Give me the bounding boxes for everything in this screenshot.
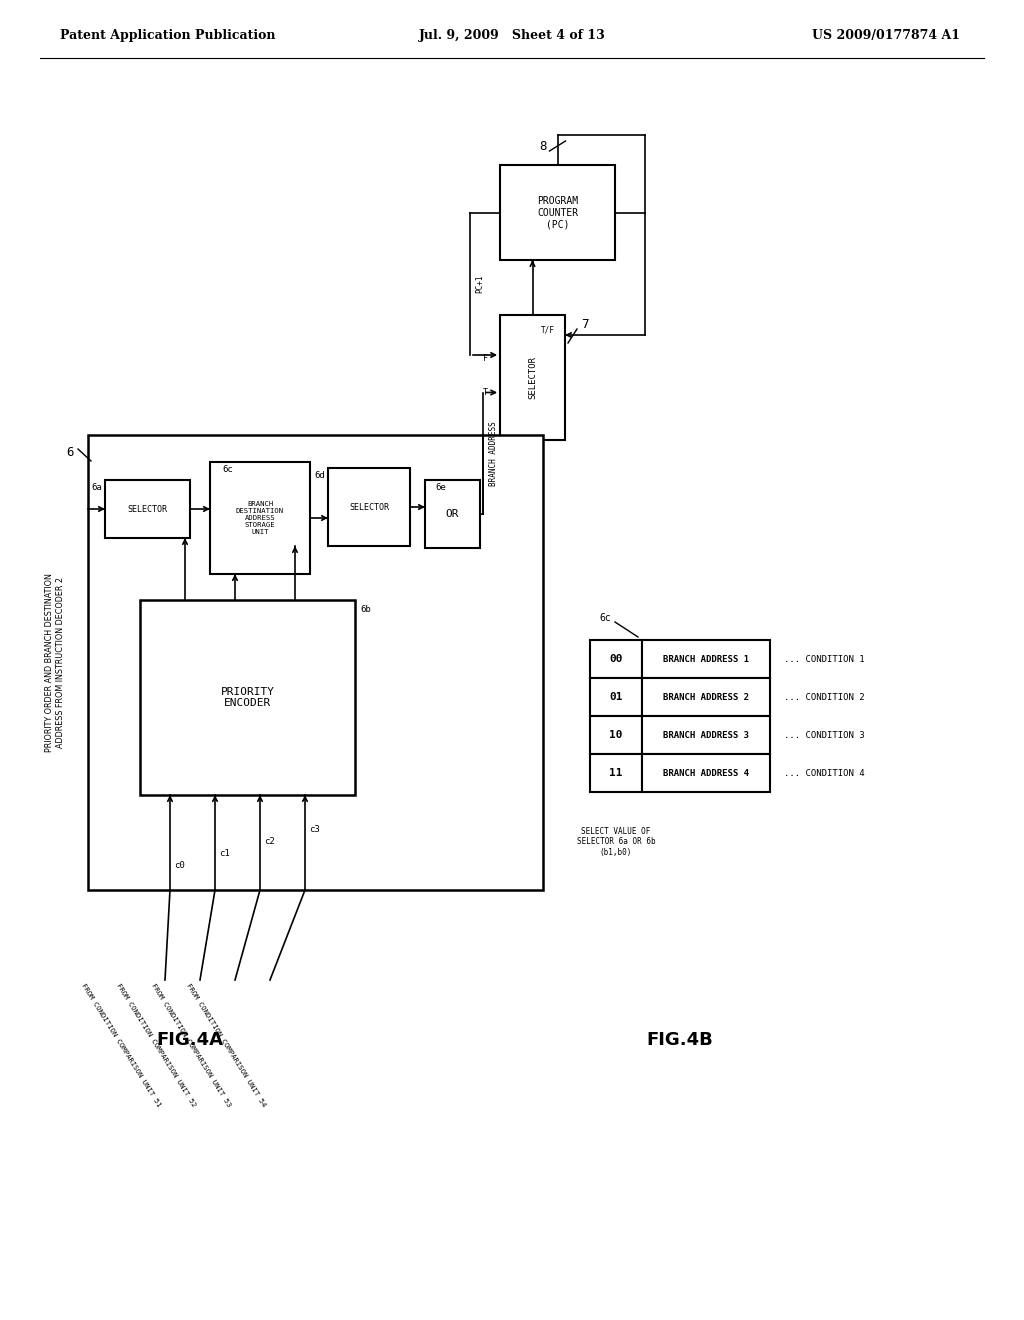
Text: 6d: 6d [314,470,325,479]
Text: 11: 11 [609,768,623,777]
Bar [425,480,480,548]
Text: 6b: 6b [360,606,371,615]
Bar [328,469,410,546]
Text: 6e: 6e [435,483,445,491]
Text: Jul. 9, 2009   Sheet 4 of 13: Jul. 9, 2009 Sheet 4 of 13 [419,29,605,41]
Text: ... CONDITION 2: ... CONDITION 2 [784,693,864,701]
Bar [105,480,190,539]
Text: c1: c1 [219,849,229,858]
Text: BRANCH ADDRESS 4: BRANCH ADDRESS 4 [663,768,749,777]
Text: T: T [483,388,488,397]
Text: FIG.4A: FIG.4A [157,1031,223,1049]
Bar [140,601,355,795]
Text: PRIORITY
ENCODER: PRIORITY ENCODER [220,686,274,709]
Text: 6a: 6a [91,483,102,491]
Text: SELECTOR: SELECTOR [128,504,168,513]
Text: SELECTOR: SELECTOR [528,356,537,399]
Text: ... CONDITION 4: ... CONDITION 4 [784,768,864,777]
Text: SELECTOR: SELECTOR [349,503,389,511]
Text: PRIORITY ORDER AND BRANCH DESTINATION
ADDRESS FROM INSTRUCTION DECODER 2: PRIORITY ORDER AND BRANCH DESTINATION AD… [45,573,65,752]
Text: PC+1: PC+1 [475,275,484,293]
Text: OR: OR [445,510,459,519]
Text: c0: c0 [174,861,184,870]
Text: SELECT VALUE OF
SELECTOR 6a OR 6b
(b1,b0): SELECT VALUE OF SELECTOR 6a OR 6b (b1,b0… [577,828,655,857]
Text: 6c: 6c [222,465,232,474]
Text: Patent Application Publication: Patent Application Publication [60,29,275,41]
Bar [500,315,565,440]
Text: T/F: T/F [541,326,554,334]
Text: PROGRAM
COUNTER
(PC): PROGRAM COUNTER (PC) [537,195,579,230]
Text: c3: c3 [309,825,319,833]
Text: 7: 7 [582,318,589,331]
Bar [590,754,642,792]
Text: FROM CONDITION COMPARISON UNIT 53: FROM CONDITION COMPARISON UNIT 53 [151,982,232,1107]
Text: 8: 8 [539,140,546,153]
Text: BRANCH ADDRESS 1: BRANCH ADDRESS 1 [663,655,749,664]
Bar [590,640,642,678]
Text: 10: 10 [609,730,623,741]
Text: BRANCH ADDRESS 2: BRANCH ADDRESS 2 [663,693,749,701]
Bar [590,715,642,754]
Text: F: F [483,354,488,363]
Text: c2: c2 [264,837,274,846]
Text: FROM CONDITION COMPARISON UNIT 54: FROM CONDITION COMPARISON UNIT 54 [185,982,267,1107]
Text: 6: 6 [67,446,74,459]
Bar [642,715,770,754]
Text: FROM CONDITION COMPARISON UNIT 52: FROM CONDITION COMPARISON UNIT 52 [116,982,197,1107]
Bar [500,165,615,260]
Bar [642,754,770,792]
Text: ... CONDITION 1: ... CONDITION 1 [784,655,864,664]
Bar [210,462,310,574]
Text: BRANCH
DESTINATION
ADDRESS
STORAGE
UNIT: BRANCH DESTINATION ADDRESS STORAGE UNIT [236,502,284,535]
Text: FIG.4B: FIG.4B [646,1031,714,1049]
Text: ... CONDITION 3: ... CONDITION 3 [784,730,864,739]
Text: 6c: 6c [599,612,611,623]
Bar [642,678,770,715]
Text: US 2009/0177874 A1: US 2009/0177874 A1 [812,29,961,41]
Text: BRANCH ADDRESS: BRANCH ADDRESS [488,421,498,486]
Text: FROM CONDITION COMPARISON UNIT 51: FROM CONDITION COMPARISON UNIT 51 [81,982,162,1107]
Bar [642,640,770,678]
Text: 01: 01 [609,692,623,702]
Bar [88,436,543,890]
Bar [590,678,642,715]
Text: BRANCH ADDRESS 3: BRANCH ADDRESS 3 [663,730,749,739]
Text: 00: 00 [609,653,623,664]
